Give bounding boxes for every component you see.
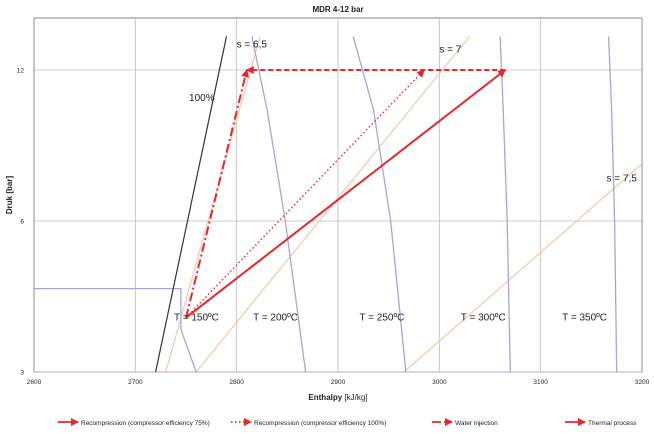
legend-label: Water injection [455, 420, 498, 427]
x-tick-label: 3000 [432, 379, 447, 386]
process-line-dashdot [185, 69, 250, 318]
legend-label: Recompression (compressor efficiency 100… [254, 420, 386, 427]
isentrope-label: s = 7 [439, 45, 461, 56]
isotherm-label: T = 350ºC [562, 313, 607, 324]
isentrope-line [403, 163, 642, 372]
chart-title: MDR 4-12 bar [312, 5, 363, 14]
isotherm-label: T = 300ºC [461, 313, 506, 324]
legend-label: Recompression (compressor efficiency 75%… [81, 420, 210, 427]
y-axis-label: Druk [bar] [5, 176, 14, 215]
legend-label: Thermal process [588, 420, 637, 427]
x-tick-label: 3200 [635, 379, 650, 386]
process-line-solid [185, 69, 506, 319]
x-tick-label: 3100 [533, 379, 548, 386]
x-axis-label: Enthalpy [kJ/kg] [308, 393, 367, 402]
process-line-dotted [185, 69, 425, 319]
x-tick-label: 2900 [331, 379, 346, 386]
x-tick-label: 2800 [229, 379, 244, 386]
isotherm-line [251, 36, 307, 372]
isotherm-line [607, 36, 618, 372]
plot-curves [34, 36, 642, 372]
y-tick-label: 3 [20, 370, 24, 377]
efficiency-annotation: 100% [189, 93, 215, 104]
x-tick-label: 2700 [128, 379, 143, 386]
y-tick-label: 6 [20, 219, 24, 226]
x-tick-label: 2600 [27, 379, 42, 386]
isentrope-label: s = 7,5 [607, 173, 638, 184]
isotherm-label: T = 250ºC [359, 313, 404, 324]
saturation-line [155, 36, 228, 372]
isotherm-label: T = 150ºC [174, 313, 219, 324]
x-axis-unit: [kJ/kg] [344, 393, 367, 402]
isotherm-label: T = 200ºC [253, 313, 298, 324]
y-tick-label: 12 [17, 68, 25, 75]
isentrope-label: s = 6,5 [237, 40, 268, 51]
isotherm-line [34, 287, 197, 372]
